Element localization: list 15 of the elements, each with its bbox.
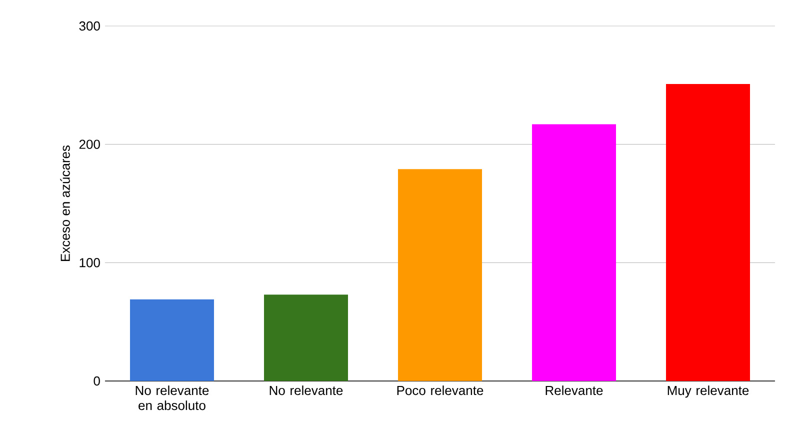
bar bbox=[264, 294, 348, 381]
y-tick-label: 200 bbox=[79, 140, 100, 149]
x-tick-label: Poco relevante bbox=[397, 386, 484, 396]
x-tick-label: No relevante bbox=[270, 386, 343, 396]
y-tick-label: 300 bbox=[79, 21, 100, 31]
x-tick-label: Relevante bbox=[546, 386, 603, 396]
bar bbox=[130, 299, 214, 381]
bar bbox=[398, 169, 482, 381]
y-tick-label: 100 bbox=[80, 258, 100, 268]
bar bbox=[666, 84, 750, 381]
y-axis-title: Exceso en azúcares bbox=[60, 145, 70, 261]
y-tick-label: 0 bbox=[94, 376, 100, 386]
x-tick-label: Muy relevante bbox=[668, 386, 749, 398]
bar bbox=[532, 124, 616, 381]
x-tick-label: No relevante en absoluto bbox=[136, 386, 209, 410]
